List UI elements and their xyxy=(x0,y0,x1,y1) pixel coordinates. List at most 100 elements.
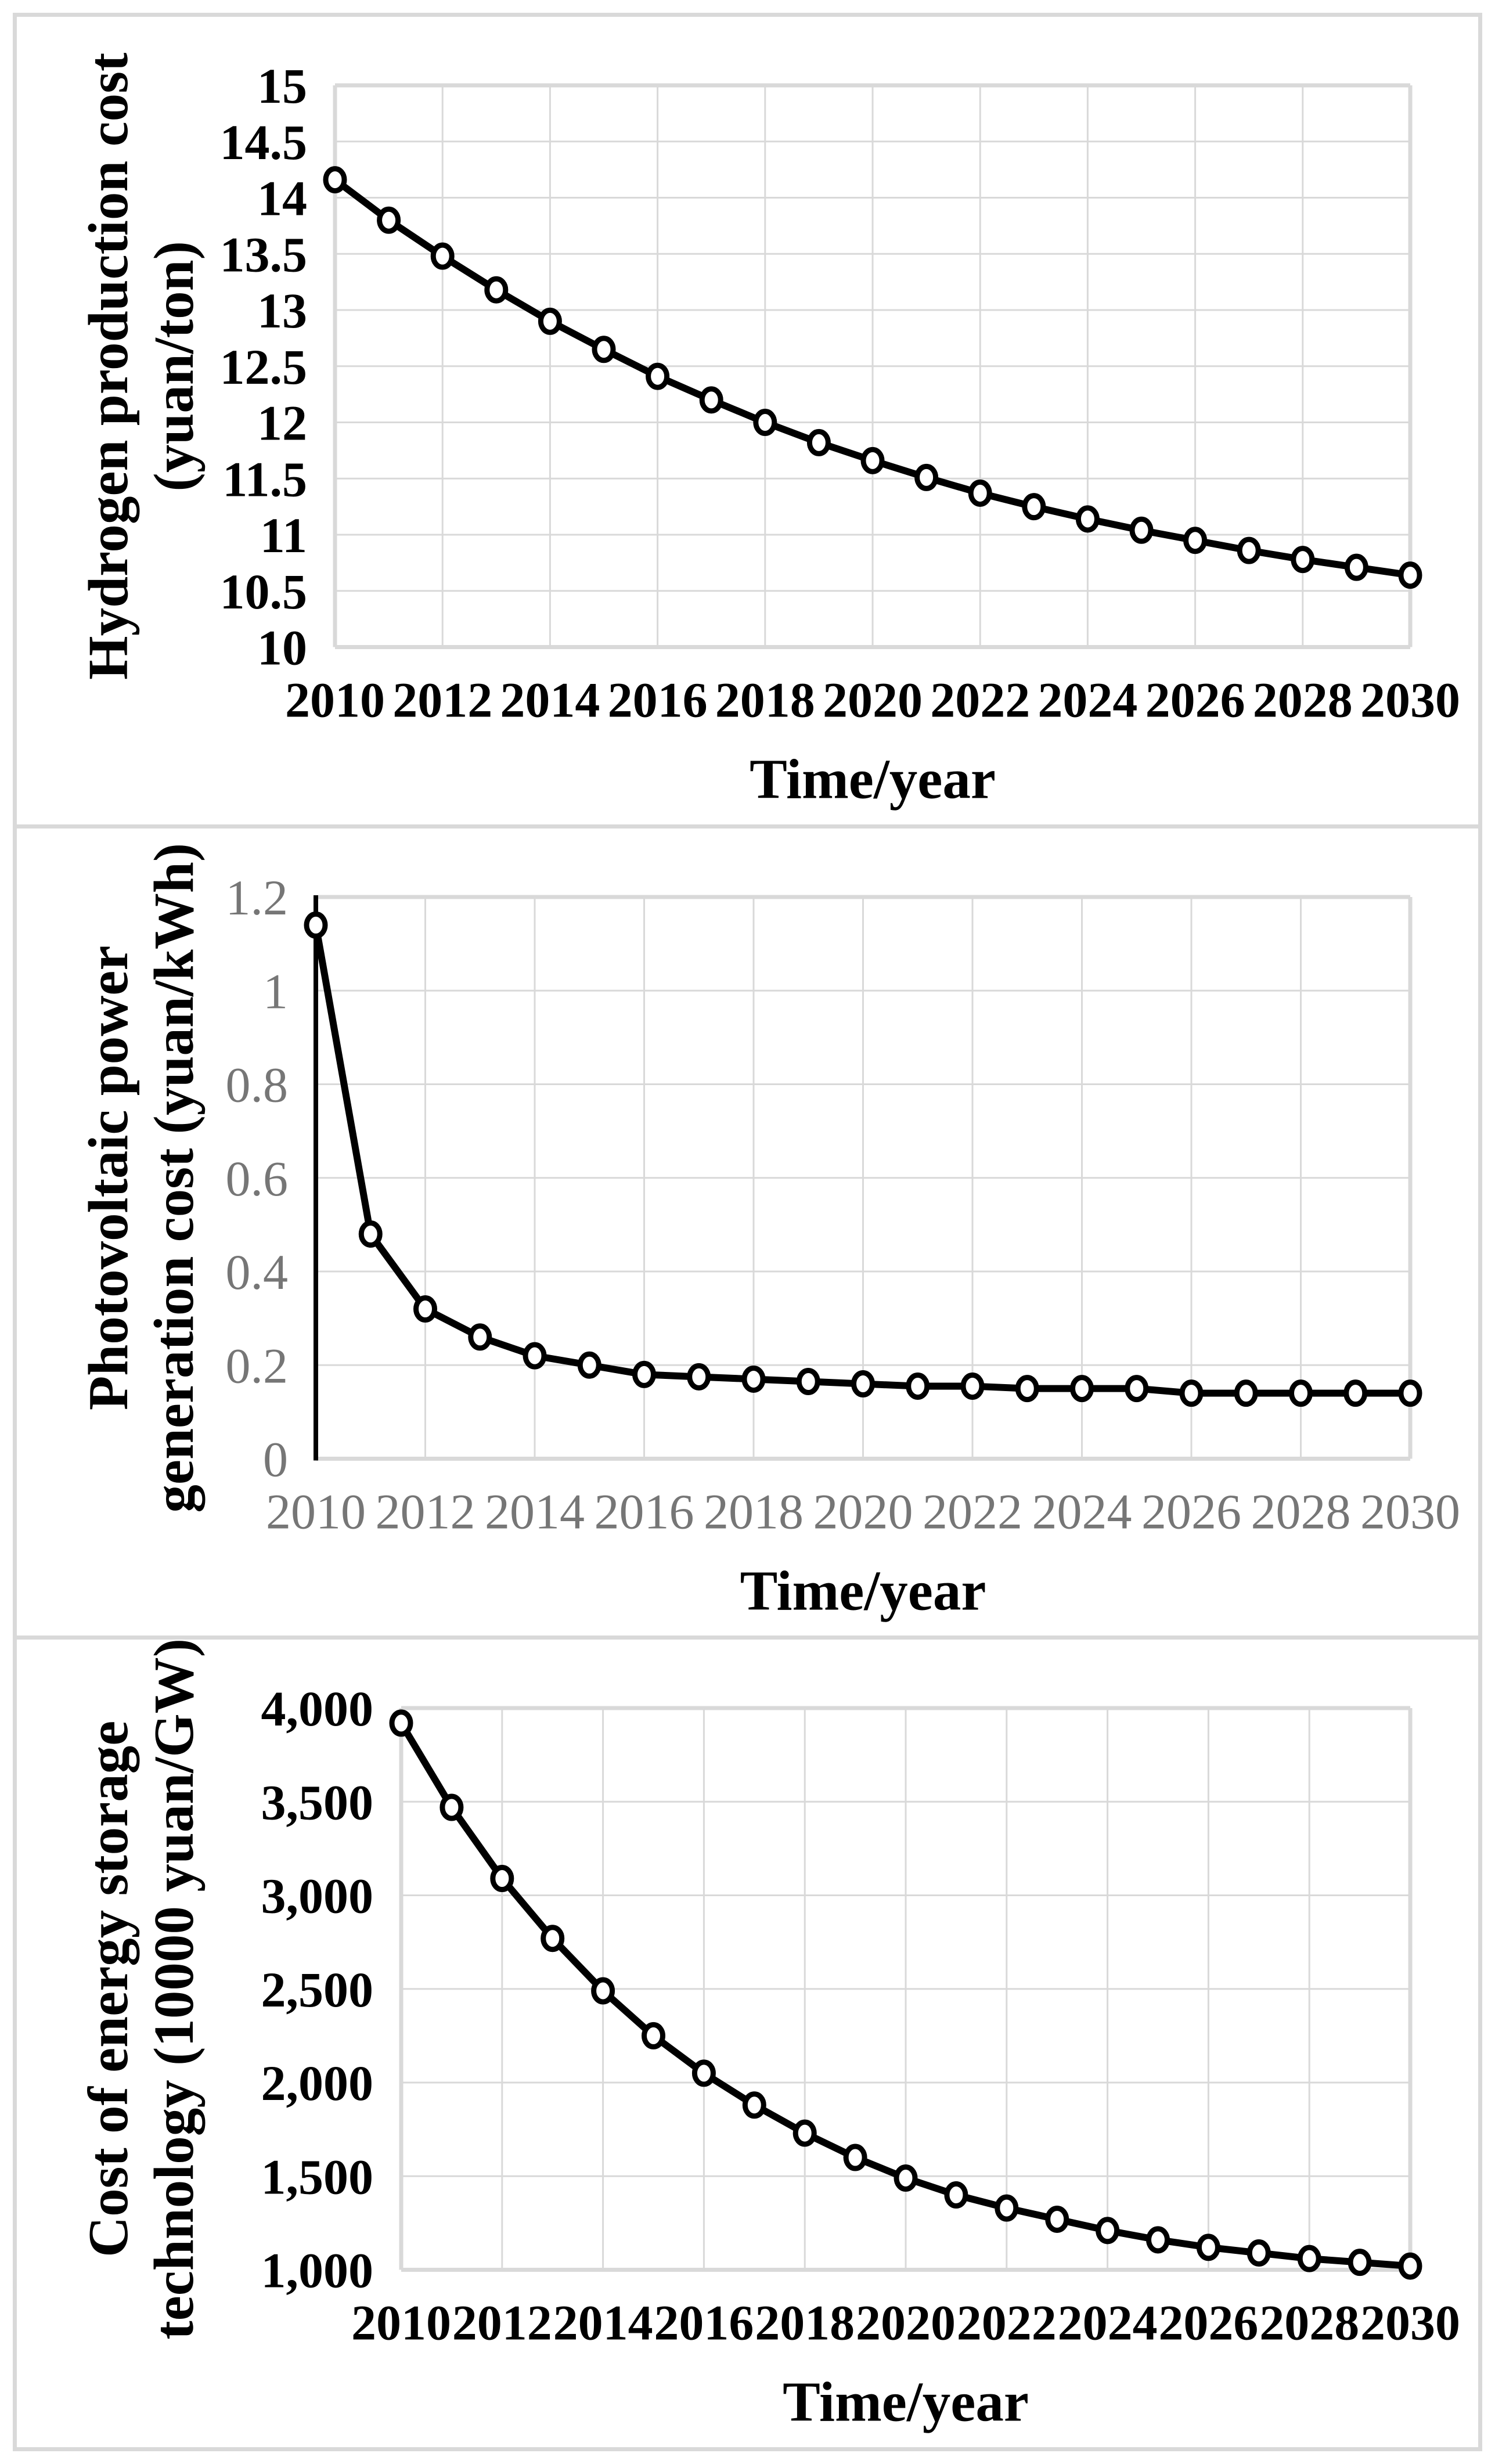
data-point-marker xyxy=(541,1925,565,1953)
x-tick-label: 2012 xyxy=(392,672,492,728)
x-tick-label: 2016 xyxy=(654,2295,754,2351)
chart-panel-photovoltaic-cost: 1.2 1 0.8 0.6 0.4 0.2 0 2010 2012 2014 2016 2018 202… xyxy=(17,828,1478,1636)
data-point-marker xyxy=(377,206,401,234)
x-axis-title: Time/year xyxy=(740,1559,986,1622)
y-tick-label: 15 xyxy=(257,58,307,114)
y-tick-label: 4,000 xyxy=(261,1681,373,1737)
data-point-marker xyxy=(1196,2234,1220,2261)
data-point-marker xyxy=(1237,536,1261,564)
x-tick-label: 2030 xyxy=(1360,2295,1460,2351)
y-axis-title-line: Photovoltaic power xyxy=(77,945,139,1410)
data-point-marker xyxy=(1344,553,1368,581)
y-tick-label: 2,500 xyxy=(261,1962,373,2018)
y-axis-title-line: Cost of energy storage xyxy=(77,1721,139,2257)
x-tick-label: 2026 xyxy=(1145,672,1245,728)
x-tick-label: 2022 xyxy=(930,672,1030,728)
data-point-marker xyxy=(642,2022,665,2050)
y-tick-label: 1,000 xyxy=(261,2243,373,2299)
data-point-marker xyxy=(591,1977,615,2005)
data-point-marker xyxy=(1179,1379,1204,1407)
x-tick-label: 2020 xyxy=(856,2295,956,2351)
data-point-marker xyxy=(1343,1379,1368,1407)
x-tick-label: 2010 xyxy=(351,2295,451,2351)
data-point-marker xyxy=(1291,546,1315,574)
chart-panel-energy-storage-cost: 4,000 3,500 3,000 2,500 2,000 1,500 1,000 2010 2… xyxy=(17,1640,1478,2448)
y-tick-label: 0.2 xyxy=(225,1338,288,1393)
data-point-marker xyxy=(1398,2252,1422,2280)
data-point-marker xyxy=(691,2059,716,2087)
chart-panel-hydrogen-cost: 15 14.5 14 13.5 13 12.5 12 11.5 11 10.5 10 2010 2012… xyxy=(17,17,1478,824)
x-tick-label: 2014 xyxy=(553,2295,653,2351)
data-point-marker xyxy=(796,1367,820,1395)
data-point-marker xyxy=(523,1342,547,1370)
data-point-marker xyxy=(860,446,885,474)
data-point-marker xyxy=(490,1865,514,1893)
data-point-marker xyxy=(968,479,992,507)
data-point-marker xyxy=(389,1709,413,1737)
x-tick-label: 2028 xyxy=(1253,672,1353,728)
x-tick-label: 2016 xyxy=(595,1483,694,1539)
panel-divider xyxy=(17,824,1478,828)
data-point-marker xyxy=(440,1793,464,1821)
data-point-marker xyxy=(484,276,509,304)
x-tick-label: 2022 xyxy=(957,2295,1057,2351)
y-tick-label: 14.5 xyxy=(220,114,307,170)
data-point-marker xyxy=(1289,1379,1313,1407)
y-tick-label: 13.5 xyxy=(220,226,307,282)
x-tick-label: 2018 xyxy=(715,672,815,728)
data-point-marker xyxy=(851,1370,875,1397)
y-tick-label: 0.4 xyxy=(225,1244,288,1300)
x-tick-label: 2024 xyxy=(1032,1483,1132,1539)
data-point-marker xyxy=(1183,527,1208,554)
x-tick-label: 2018 xyxy=(755,2295,855,2351)
x-tick-label: 2026 xyxy=(1158,2295,1258,2351)
y-axis-title-line: (yuan/ton) xyxy=(143,241,205,491)
data-point-marker xyxy=(914,463,939,491)
x-tick-label: 2018 xyxy=(704,1483,804,1539)
data-point-marker xyxy=(894,2164,918,2192)
data-point-marker xyxy=(1129,516,1154,544)
data-point-marker xyxy=(304,911,328,939)
data-point-marker xyxy=(1125,1374,1149,1402)
y-tick-label: 10.5 xyxy=(220,564,307,619)
data-point-marker xyxy=(468,1323,492,1351)
x-tick-label: 2020 xyxy=(823,672,923,728)
x-tick-label: 2030 xyxy=(1360,672,1460,728)
x-tick-label: 2014 xyxy=(500,672,600,728)
y-tick-label: 0.8 xyxy=(225,1057,288,1112)
y-tick-label: 3,500 xyxy=(261,1775,373,1831)
data-point-marker xyxy=(1070,1374,1094,1402)
data-point-marker xyxy=(753,409,777,437)
data-point-marker xyxy=(323,166,347,194)
x-tick-label: 2014 xyxy=(485,1483,585,1539)
data-point-marker xyxy=(1096,2217,1120,2245)
x-tick-label: 2020 xyxy=(813,1483,913,1539)
data-point-marker xyxy=(699,386,723,414)
x-axis-title: Time/year xyxy=(783,2371,1029,2433)
data-point-marker xyxy=(577,1351,601,1379)
x-tick-label: 2028 xyxy=(1259,2295,1359,2351)
data-point-marker xyxy=(1234,1379,1258,1407)
data-point-marker xyxy=(592,336,616,363)
x-tick-label: 2030 xyxy=(1360,1483,1460,1539)
x-tick-label: 2024 xyxy=(1038,672,1137,728)
y-tick-label: 10 xyxy=(257,620,307,676)
data-point-marker xyxy=(538,307,562,335)
data-point-marker xyxy=(1146,2226,1170,2254)
data-point-marker xyxy=(1022,493,1046,521)
data-point-marker xyxy=(632,1360,656,1388)
y-axis-title-line: technology (10000 yuan/GW) xyxy=(143,1640,205,2340)
data-point-marker xyxy=(843,2144,867,2171)
x-axis-title: Time/year xyxy=(750,748,996,810)
data-point-marker xyxy=(995,2194,1019,2222)
data-point-marker xyxy=(960,1372,985,1400)
data-point-marker xyxy=(742,2091,766,2119)
panel-divider xyxy=(17,1636,1478,1640)
data-point-marker xyxy=(792,2119,817,2147)
data-point-marker xyxy=(1398,1379,1422,1407)
data-point-marker xyxy=(906,1372,930,1400)
